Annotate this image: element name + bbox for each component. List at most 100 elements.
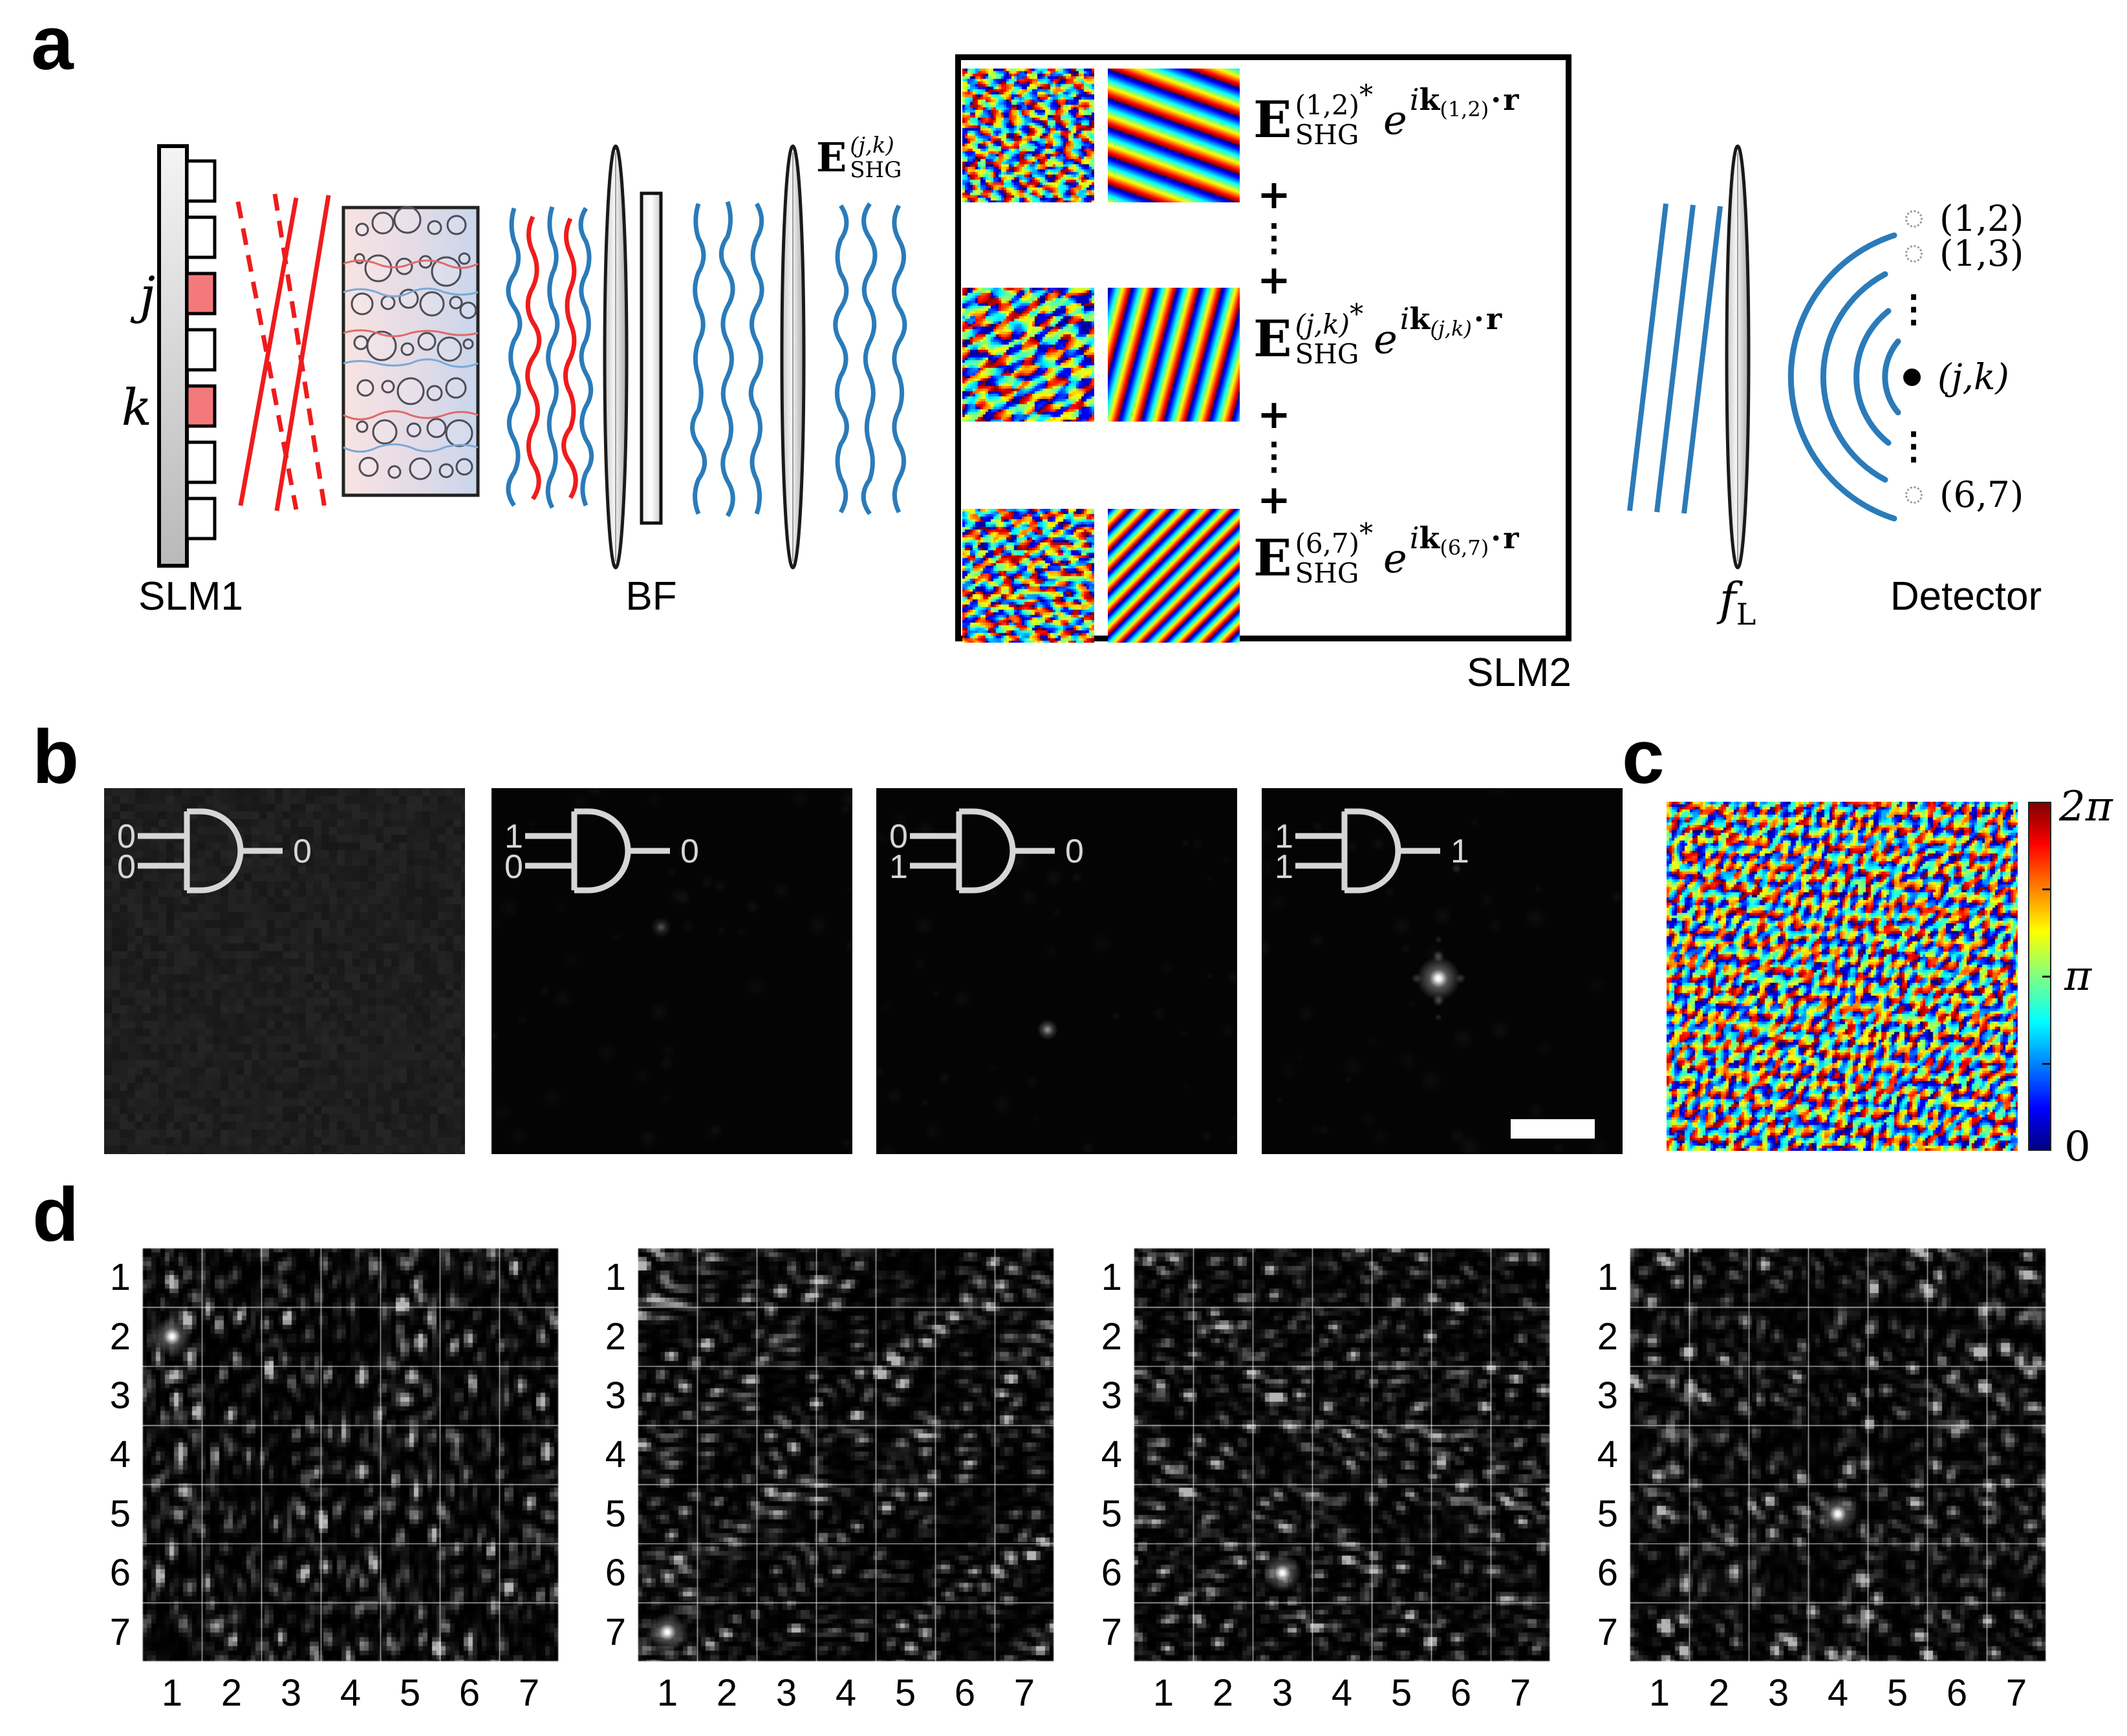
medium-bubbles xyxy=(351,206,477,480)
fundamental-beams xyxy=(235,193,331,513)
axis-tick-label: 4 xyxy=(1827,1671,1849,1714)
and-gate-icon: 0 0 0 xyxy=(117,808,312,894)
panel-c-label: c xyxy=(1622,714,1665,800)
k-vector: k xyxy=(1409,301,1431,337)
slm2-equation-3: E (6,7)* SHG e ik(6,7)·r xyxy=(1253,520,1519,595)
axis-tick-label: 1 xyxy=(1597,1256,1618,1299)
eq-subsup: (6,7)* SHG xyxy=(1295,520,1373,587)
filled-circle-icon xyxy=(1903,368,1921,386)
axis-tick-label: 7 xyxy=(1101,1611,1122,1653)
gate-input-bottom: 0 xyxy=(504,848,523,886)
and-gate-image-11: 1 1 1 xyxy=(1262,788,1623,1154)
colorbar-mid-label: π xyxy=(2064,952,2092,1000)
slm1-segment-j xyxy=(185,272,217,316)
plus-sign: + xyxy=(1257,476,1291,523)
axis-tick-label: 2 xyxy=(1101,1315,1122,1358)
axis-tick-label: 4 xyxy=(835,1671,857,1714)
axis-tick-label: 2 xyxy=(1708,1671,1730,1714)
dot-product: · xyxy=(1491,82,1502,118)
slm1-row-k-label: k xyxy=(121,379,152,437)
field-sub: SHG xyxy=(850,157,902,183)
colorbar-min-label: 0 xyxy=(2064,1123,2091,1171)
converging-wavefronts xyxy=(1787,232,1901,522)
relay-lens xyxy=(780,144,806,570)
mode-grid-image-3 xyxy=(1134,1248,1550,1662)
mode-grid-image-1 xyxy=(142,1248,559,1662)
colorbar-tick xyxy=(2042,976,2050,978)
detector-point-12: (1,2) xyxy=(1905,195,2024,242)
conjugate-star: * xyxy=(1359,517,1374,549)
euler-e: e xyxy=(1383,96,1407,144)
mode-sub: (1,2) xyxy=(1440,97,1489,122)
eq-sup: (6,7)* xyxy=(1295,520,1373,559)
gate-input-bottom: 0 xyxy=(117,848,136,886)
axis-tick-label: 2 xyxy=(1212,1671,1234,1714)
axis-tick-label: 3 xyxy=(1597,1375,1618,1417)
axis-tick-label: 4 xyxy=(1597,1433,1618,1476)
axis-tick-label: 4 xyxy=(1101,1433,1122,1476)
axis-tick-label: 6 xyxy=(109,1552,131,1594)
axis-tick-label: 4 xyxy=(340,1671,362,1714)
axis-tick-label: 6 xyxy=(1450,1671,1472,1714)
euler-e: e xyxy=(1383,535,1407,582)
axis-tick-label: 1 xyxy=(1648,1671,1670,1714)
slm2-equation-2: E (j,k)* SHG e ik(j,k)·r xyxy=(1253,301,1502,376)
axis-tick-label: 7 xyxy=(605,1611,626,1653)
axis-tick-label: 6 xyxy=(1101,1552,1122,1594)
speckle-output-image xyxy=(1262,788,1623,1154)
axis-tick-label: 7 xyxy=(1509,1671,1531,1714)
k-vector: k xyxy=(1419,520,1440,556)
axis-tick-label: 7 xyxy=(518,1671,540,1714)
field-sup: (j,k) xyxy=(850,133,894,158)
eq-E: E xyxy=(1253,91,1292,149)
and-gate-icon: 0 1 0 xyxy=(889,808,1084,894)
axis-tick-label: 5 xyxy=(1886,1671,1908,1714)
slm1-row-j-label: j xyxy=(139,266,155,325)
colorbar-tick xyxy=(2042,1063,2050,1065)
gate-input-bottom: 1 xyxy=(1275,848,1293,886)
axis-tick-label: 1 xyxy=(109,1256,131,1299)
f-symbol: f xyxy=(1719,573,1736,626)
axis-tick-label: 5 xyxy=(894,1671,916,1714)
detector-label: Detector xyxy=(1890,574,2042,619)
imag-i: i xyxy=(1409,82,1420,118)
vertical-dots: ⋮ xyxy=(1895,423,1932,467)
axis-tick-label: 6 xyxy=(459,1671,480,1714)
and-gate-image-01: 0 1 0 xyxy=(876,788,1237,1154)
eq-sup: (j,k)* xyxy=(1295,301,1363,338)
gate-input-bottom: 1 xyxy=(889,848,908,886)
mode-label: (6,7) xyxy=(1295,528,1360,559)
axis-tick-label: 6 xyxy=(954,1671,976,1714)
shg-wavefronts-2 xyxy=(833,202,907,515)
colorbar-max-label: 2π xyxy=(2059,783,2113,831)
axis-tick-label: 6 xyxy=(1597,1552,1618,1594)
slm2-equation-1: E (1,2)* SHG e ik(1,2)·r xyxy=(1253,81,1519,156)
open-circle-icon xyxy=(1905,244,1923,263)
eq-sub: SHG xyxy=(1295,338,1359,370)
y-axis-labels: 1 2 3 4 5 6 7 xyxy=(1578,1248,1618,1662)
gate-input-top: 1 xyxy=(1275,818,1293,855)
vertical-dots: ⋮ xyxy=(1895,286,1932,330)
eq-subsup: (1,2)* SHG xyxy=(1295,81,1373,151)
axis-tick-label: 3 xyxy=(775,1671,797,1714)
eq-sub: SHG xyxy=(1295,119,1359,151)
dot-product: · xyxy=(1473,301,1484,337)
euler-e: e xyxy=(1374,316,1398,363)
fourier-lens xyxy=(1725,144,1751,570)
and-gate-icon: 1 1 1 xyxy=(1275,808,1469,894)
eq-exponent: ik(j,k)·r xyxy=(1400,301,1502,341)
eq-exponent: ik(6,7)·r xyxy=(1410,520,1519,560)
axis-tick-label: 5 xyxy=(1101,1492,1122,1535)
medium-paths xyxy=(343,259,479,453)
slm2-label: SLM2 xyxy=(1467,650,1571,695)
axis-tick-label: 5 xyxy=(605,1492,626,1535)
detector-point-label: (6,7) xyxy=(1939,474,2024,515)
bf-label: BF xyxy=(625,574,677,619)
axis-tick-label: 2 xyxy=(109,1315,131,1358)
speckle-output-image xyxy=(876,788,1237,1154)
plus-sign: + xyxy=(1257,256,1291,303)
r-vector: r xyxy=(1503,82,1519,118)
